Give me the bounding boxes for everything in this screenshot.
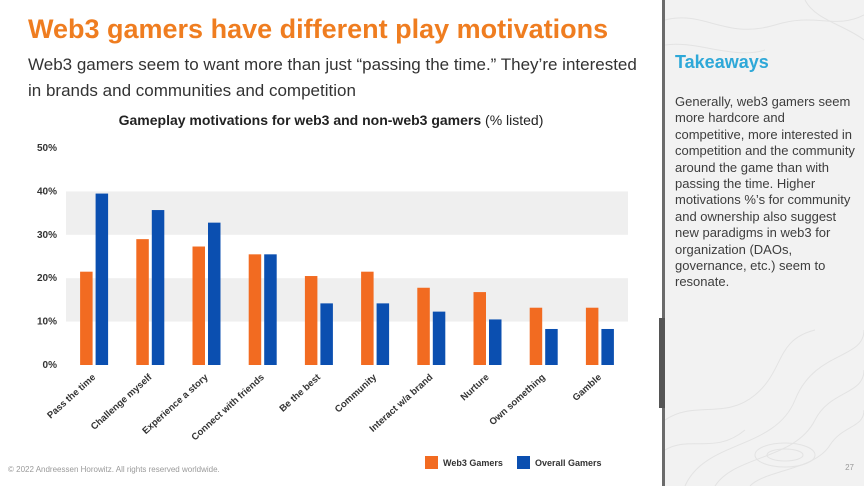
bar xyxy=(376,303,390,365)
scroll-marker xyxy=(659,318,665,408)
bar xyxy=(208,222,221,365)
takeaways-text: Generally, web3 gamers seem more hardcor… xyxy=(675,94,855,290)
x-tick-label: Nurture xyxy=(459,372,492,403)
y-tick-label: 0% xyxy=(43,360,58,371)
y-tick-label: 10% xyxy=(37,317,57,328)
legend-swatch xyxy=(425,456,438,469)
bar xyxy=(585,307,599,365)
panel-divider xyxy=(662,0,665,486)
bar xyxy=(361,271,374,365)
x-tick-label: Community xyxy=(333,372,380,416)
bar xyxy=(304,276,318,365)
bar xyxy=(473,292,486,365)
bar xyxy=(545,328,558,365)
x-tick-label: Gamble xyxy=(571,372,604,404)
x-tick-label: Be the best xyxy=(277,372,323,415)
grid-band xyxy=(66,278,628,322)
grid-band xyxy=(66,191,628,235)
legend-label: Overall Gamers xyxy=(535,458,602,468)
slide-title: Web3 gamers have different play motivati… xyxy=(28,14,609,44)
legend-swatch xyxy=(517,456,530,469)
bar xyxy=(264,254,277,365)
bar xyxy=(320,303,333,365)
bar xyxy=(432,311,446,365)
x-tick-label: Own something xyxy=(487,372,547,428)
bar xyxy=(417,287,430,365)
y-tick-label: 50% xyxy=(37,143,57,154)
bar xyxy=(248,254,262,365)
slide-main: Web3 gamers have different play motivati… xyxy=(0,14,662,474)
y-tick-label: 20% xyxy=(37,273,57,284)
bar-chart: 0%10%20%30%40%50%Pass the timeChallenge … xyxy=(37,143,628,469)
chart-title-suffix: (% listed) xyxy=(485,112,544,128)
bar xyxy=(95,193,109,365)
takeaways-panel: Takeaways Generally, web3 gamers seem mo… xyxy=(665,0,864,486)
bar xyxy=(136,239,149,365)
bar xyxy=(489,319,502,365)
y-tick-label: 30% xyxy=(37,230,57,241)
bar xyxy=(601,328,614,365)
page-number: 27 xyxy=(845,463,854,472)
topographic-pattern xyxy=(665,0,864,486)
bar xyxy=(151,210,165,365)
y-tick-label: 40% xyxy=(37,186,57,197)
bar xyxy=(192,246,205,365)
copyright-footer: © 2022 Andreessen Horowitz. All rights r… xyxy=(8,465,220,474)
bar xyxy=(80,271,93,365)
slide-subtitle: Web3 gamers seem to want more than just … xyxy=(28,55,637,100)
x-tick-label: Pass the time xyxy=(45,372,98,421)
chart-title-main: Gameplay motivations for web3 and non-we… xyxy=(118,112,482,128)
bar xyxy=(529,307,543,365)
chart-title: Gameplay motivations for web3 and non-we… xyxy=(0,112,662,128)
takeaways-heading: Takeaways xyxy=(675,52,769,72)
legend-label: Web3 Gamers xyxy=(443,458,503,468)
